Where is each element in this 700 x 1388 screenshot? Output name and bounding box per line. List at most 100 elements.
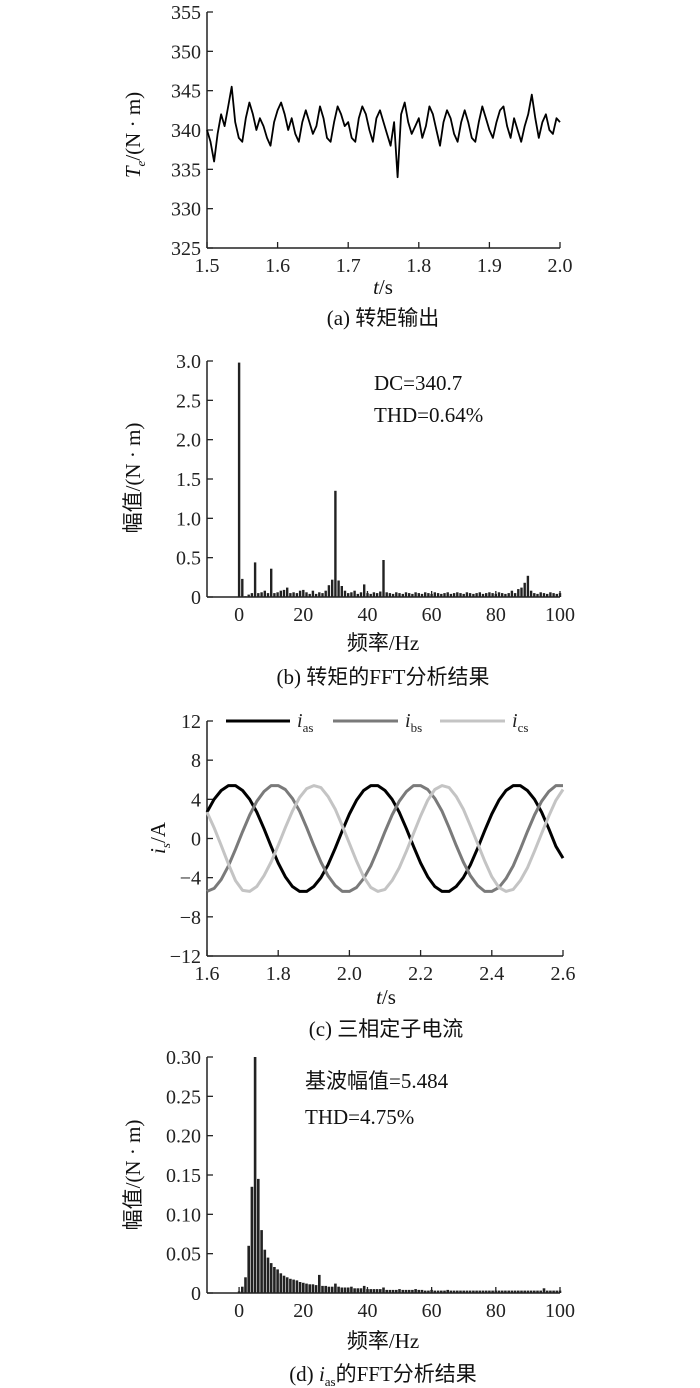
panel-c-xlabel: t/s: [376, 985, 396, 1009]
legend-label-ibs: ibs: [405, 710, 422, 735]
panel-b-bar: [385, 592, 388, 597]
panel-d-bar: [273, 1267, 276, 1293]
panel-d-bar: [237, 1291, 241, 1293]
legend-label-ibs-sub: bs: [411, 720, 423, 735]
panel-d-bar: [539, 1290, 542, 1293]
panel-d-caption-suffix: 的FFT分析结果: [336, 1362, 477, 1386]
panel-c-y-tick-label: 8: [191, 750, 201, 772]
panel-d-bar: [398, 1289, 401, 1293]
panel-b-bar: [501, 593, 504, 597]
panel-c-caption: (c) 三相定子电流: [309, 1017, 464, 1041]
panel-b-bar: [436, 593, 440, 597]
panel-b-bar: [382, 560, 385, 597]
panel-b-xlabel: 频率/Hz: [347, 631, 419, 655]
panel-b-caption: (b) 转矩的FFT分析结果: [277, 665, 490, 689]
panel-d-caption-sub: as: [325, 1374, 336, 1388]
panel-c-legend: ias ibs ics: [226, 710, 528, 735]
panel-d-bar: [276, 1269, 279, 1293]
panel-c-x-tick-label: 2.0: [337, 963, 362, 985]
panel-d-bar: [452, 1290, 456, 1293]
panel-d-bar: [430, 1289, 433, 1293]
panel-a-x-tick-label: 1.7: [336, 255, 361, 277]
panel-d-bar: [263, 1249, 267, 1293]
panel-b-bar: [282, 589, 286, 597]
panel-d-bar: [407, 1289, 411, 1293]
panel-d-bar: [395, 1289, 398, 1293]
panel-d-bar: [382, 1287, 385, 1293]
panel-b-bar: [266, 593, 270, 597]
panel-c-x-tick-label: 2.4: [479, 963, 504, 985]
legend-label-ias: ias: [297, 710, 313, 735]
panel-b-bar: [491, 593, 494, 597]
panel-d-y-tick-label: 0.30: [166, 1047, 201, 1069]
panel-d-bar: [414, 1289, 417, 1293]
panel-d-bar: [366, 1289, 369, 1293]
panel-d-bar: [462, 1290, 465, 1293]
panel-b-bar: [292, 592, 295, 597]
panel-d-bar: [314, 1285, 318, 1293]
panel-b-bar: [420, 593, 424, 597]
panel-b-bar: [324, 590, 327, 597]
panel-b-bar: [465, 592, 469, 597]
panel-b-x-tick-label: 40: [357, 604, 377, 626]
panel-d-bar: [420, 1289, 424, 1293]
panel-b-y-tick-label: 2.5: [176, 390, 201, 412]
panel-a-ylabel-sub: e: [133, 160, 148, 166]
panel-c-series-line-3: [205, 784, 565, 893]
panel-c-y-tick-label: 4: [191, 789, 201, 811]
panel-d-bar: [513, 1290, 517, 1293]
panel-d-bar: [244, 1277, 247, 1293]
panel-b-bar: [369, 593, 372, 597]
panel-b-plot-area: 0 20 40 60 80 100 0 0.5 1.0 1.5 2.0 2.5 3.0: [176, 351, 575, 626]
panel-b-bar: [308, 593, 311, 597]
panel-a-ylabel-var: T: [121, 165, 145, 178]
panel-d-bar: [433, 1290, 437, 1293]
panel-b-y-tick-label: 1.5: [176, 469, 201, 491]
panel-d-bar: [427, 1290, 430, 1293]
panel-b-bar: [337, 580, 340, 597]
panel-b-bar: [247, 594, 250, 597]
panel-d-bar: [526, 1290, 530, 1293]
panel-a-caption: (a) 转矩输出: [327, 306, 440, 330]
panel-b-bar: [327, 585, 331, 597]
panel-b-bar: [424, 592, 427, 597]
panel-b-y-tick-label: 0: [191, 587, 201, 609]
panel-b-bar: [273, 593, 276, 597]
panel-b-bar: [347, 593, 350, 597]
panel-a-y-tick-label: 355: [171, 2, 201, 24]
panel-b-bar: [481, 593, 485, 597]
panel-d-bar: [346, 1287, 350, 1293]
panel-b-bar: [289, 593, 292, 597]
panel-d-current-fft: 0 20 40 60 80 100 0 0.05 0.10 0.15 0.20 0.25 0.30 幅值…: [121, 1047, 575, 1388]
panel-c-xlabel-unit: /s: [382, 985, 396, 1009]
panel-b-bar: [558, 593, 562, 597]
panel-d-bar: [279, 1273, 283, 1293]
panel-b-bar: [468, 593, 472, 597]
panel-d-bar: [494, 1290, 498, 1293]
panel-c-y-tick-label: −4: [180, 868, 201, 890]
panel-b-bar: [331, 579, 334, 597]
panel-d-bar: [456, 1290, 459, 1293]
panel-b-bar: [298, 590, 302, 597]
panel-d-bar: [443, 1290, 446, 1293]
panel-d-bar: [305, 1283, 308, 1293]
panel-b-bar: [395, 592, 398, 597]
panel-b-bar: [443, 593, 446, 597]
panel-b-bar: [430, 593, 433, 597]
panel-b-bar: [408, 593, 411, 597]
panel-d-bar: [436, 1290, 440, 1293]
panel-b-y-tick-label: 1.0: [176, 508, 201, 530]
panel-b-x-tick-label: 0: [234, 604, 244, 626]
panel-b-x-tick-label: 20: [293, 604, 313, 626]
panel-d-bar: [369, 1289, 372, 1293]
panel-b-bar: [305, 592, 308, 597]
panel-c-plot-area: 1.6 1.8 2.0 2.2 2.4 2.6 −12 −8 −4 0 4 8 12: [170, 711, 576, 985]
panel-a-xlabel-unit: /s: [379, 275, 393, 299]
panel-d-bar: [401, 1289, 405, 1293]
panel-d-bar: [520, 1290, 523, 1293]
panel-a-plot-area: 1.5 1.6 1.7 1.8 1.9 2.0 325 330 335 340 345 350 355: [171, 2, 573, 277]
panel-b-bar: [411, 593, 414, 597]
panel-b-bar: [404, 592, 408, 597]
panel-b-bar: [427, 593, 430, 597]
panel-d-bar: [340, 1287, 344, 1293]
